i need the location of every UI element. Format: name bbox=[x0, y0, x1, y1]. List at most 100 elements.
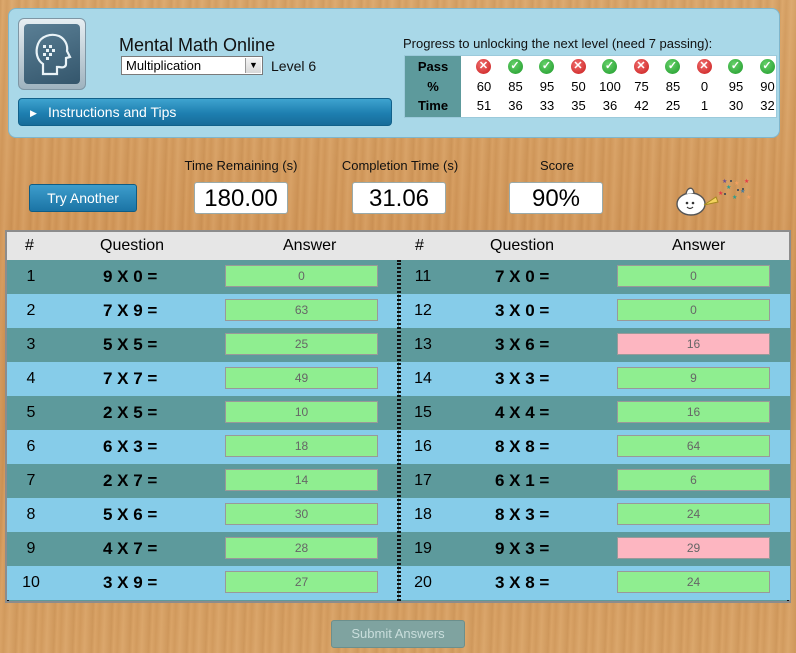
check-icon: ✓ bbox=[602, 59, 617, 74]
app-title: Mental Math Online bbox=[119, 35, 276, 55]
row-number: 20 bbox=[414, 574, 432, 591]
answer-field[interactable]: 10 bbox=[225, 401, 378, 423]
answer-field[interactable]: 64 bbox=[617, 435, 770, 457]
attempt-time: 1 bbox=[700, 98, 709, 113]
header-panel: Mental Math Online Multiplication ▼ Leve… bbox=[8, 8, 780, 138]
row-number: 4 bbox=[26, 370, 36, 387]
row-number: 13 bbox=[414, 336, 432, 353]
answer-field[interactable]: 9 bbox=[617, 367, 770, 389]
table-row: 4 7 X 7 = 49 bbox=[7, 362, 398, 396]
answer-field[interactable]: 0 bbox=[617, 265, 770, 287]
answer-field[interactable]: 18 bbox=[225, 435, 378, 457]
answer-field[interactable]: 16 bbox=[617, 401, 770, 423]
answer-field[interactable]: 63 bbox=[225, 299, 378, 321]
attempt-percent: 85 bbox=[665, 79, 681, 94]
table-row: 10 3 X 9 = 27 bbox=[7, 566, 398, 600]
answer-field[interactable]: 27 bbox=[225, 571, 378, 593]
answer-field[interactable]: 6 bbox=[617, 469, 770, 491]
row-number: 11 bbox=[414, 268, 432, 285]
answer-field[interactable]: 25 bbox=[225, 333, 378, 355]
time-remaining-label: Time Remaining (s) bbox=[184, 158, 298, 173]
row-number: 15 bbox=[414, 404, 432, 421]
attempt-percent: 95 bbox=[539, 79, 555, 94]
completion-time-value: 31.06 bbox=[352, 182, 446, 214]
question-text: 7 X 9 = bbox=[103, 301, 158, 320]
instructions-label: Instructions and Tips bbox=[48, 104, 177, 120]
progress-attempt: ✓ 85 25 bbox=[658, 56, 688, 117]
progress-attempt: ✕ 0 1 bbox=[690, 56, 720, 117]
question-text: 3 X 0 = bbox=[495, 301, 550, 320]
attempt-percent: 85 bbox=[508, 79, 523, 94]
question-text: 7 X 0 = bbox=[495, 267, 550, 286]
attempt-percent: 100 bbox=[599, 79, 621, 94]
questions-table: # Question Answer # Question Answer 1 9 X… bbox=[5, 230, 791, 603]
answer-field[interactable]: 49 bbox=[225, 367, 378, 389]
completion-time-label: Completion Time (s) bbox=[341, 158, 459, 173]
instructions-toggle[interactable]: ▶ Instructions and Tips bbox=[18, 98, 392, 126]
operation-select[interactable]: Multiplication ▼ bbox=[121, 56, 263, 75]
table-row: 15 4 X 4 = 16 bbox=[399, 396, 790, 430]
col-answer-header-right: Answer bbox=[672, 237, 726, 254]
x-icon: ✕ bbox=[696, 59, 712, 74]
table-row: 9 4 X 7 = 28 bbox=[7, 532, 398, 566]
question-text: 9 X 0 = bbox=[103, 267, 158, 286]
answer-field[interactable]: 24 bbox=[617, 503, 770, 525]
table-row: 11 7 X 0 = 0 bbox=[399, 260, 790, 294]
col-answer-header-left: Answer bbox=[283, 237, 337, 254]
answer-field[interactable]: 0 bbox=[617, 299, 770, 321]
progress-attempt: ✕ 60 51 bbox=[469, 56, 499, 117]
svg-text:★: ★ bbox=[718, 190, 723, 197]
answer-field[interactable]: 16 bbox=[617, 333, 770, 355]
row-number: 16 bbox=[414, 438, 432, 455]
progress-attempt: ✓ 95 30 bbox=[721, 56, 751, 117]
svg-text:★: ★ bbox=[740, 188, 745, 195]
table-row: 20 3 X 8 = 24 bbox=[399, 566, 790, 600]
table-header: # Question Answer # Question Answer bbox=[7, 232, 789, 260]
attempt-time: 30 bbox=[728, 98, 744, 113]
attempt-time: 42 bbox=[634, 98, 649, 113]
row-number: 5 bbox=[26, 404, 36, 421]
x-icon: ✕ bbox=[570, 59, 586, 74]
col-question-header-left: Question bbox=[100, 237, 165, 254]
table-row: 1 9 X 0 = 0 bbox=[7, 260, 398, 294]
table-row: 13 3 X 6 = 16 bbox=[399, 328, 790, 362]
answer-field[interactable]: 14 bbox=[225, 469, 378, 491]
check-icon: ✓ bbox=[539, 59, 554, 74]
question-text: 9 X 3 = bbox=[495, 539, 550, 558]
question-text: 4 X 4 = bbox=[495, 403, 550, 422]
svg-text:★: ★ bbox=[732, 194, 737, 201]
row-number: 7 bbox=[26, 472, 36, 489]
question-text: 6 X 1 = bbox=[495, 471, 550, 490]
score-value: 90% bbox=[509, 182, 603, 214]
answer-field[interactable]: 24 bbox=[617, 571, 770, 593]
answer-field[interactable]: 0 bbox=[225, 265, 378, 287]
try-another-button[interactable]: Try Another bbox=[29, 184, 137, 212]
attempt-time: 35 bbox=[571, 98, 586, 113]
answer-field[interactable]: 28 bbox=[225, 537, 378, 559]
party-popper-icon: ★ ★ ★ ★ ★ ★ ★ ★ bbox=[674, 175, 754, 221]
row-number: 18 bbox=[414, 506, 432, 523]
answer-field[interactable]: 30 bbox=[225, 503, 378, 525]
question-text: 5 X 6 = bbox=[103, 505, 158, 524]
progress-row-labels: Pass % Time bbox=[405, 56, 461, 117]
level-label: Level 6 bbox=[271, 58, 317, 74]
answer-field[interactable]: 29 bbox=[617, 537, 770, 559]
row-number: 6 bbox=[26, 438, 36, 455]
operation-select-value: Multiplication bbox=[126, 58, 202, 73]
time-remaining-value: 180.00 bbox=[194, 182, 288, 214]
head-profile-logo-icon bbox=[24, 24, 80, 84]
submit-answers-button[interactable]: Submit Answers bbox=[331, 620, 465, 648]
question-text: 5 X 5 = bbox=[103, 335, 158, 354]
chevron-down-icon[interactable]: ▼ bbox=[245, 58, 261, 73]
row-number: 19 bbox=[414, 540, 432, 557]
attempt-percent: 60 bbox=[476, 79, 492, 94]
check-icon: ✓ bbox=[665, 59, 680, 74]
row-number: 12 bbox=[414, 302, 432, 319]
table-row: 7 2 X 7 = 14 bbox=[7, 464, 398, 498]
svg-text:★: ★ bbox=[744, 178, 749, 185]
table-row: 16 8 X 8 = 64 bbox=[399, 430, 790, 464]
attempt-percent: 75 bbox=[634, 79, 649, 94]
question-text: 8 X 3 = bbox=[495, 505, 550, 524]
x-icon: ✕ bbox=[633, 59, 649, 74]
row-number: 17 bbox=[414, 472, 432, 489]
